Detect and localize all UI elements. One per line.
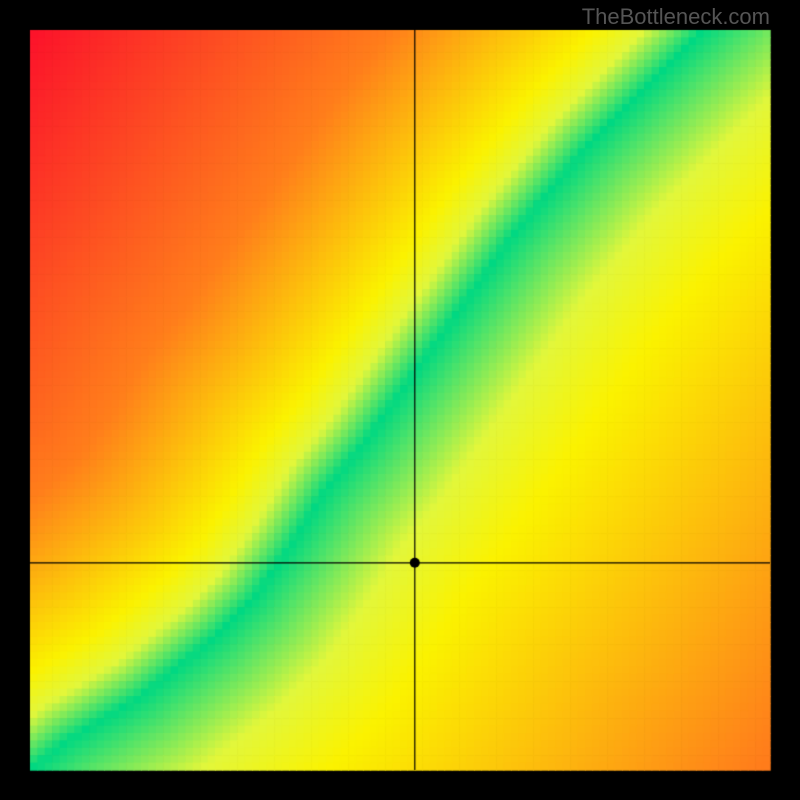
bottleneck-heatmap bbox=[0, 0, 800, 800]
watermark-text: TheBottleneck.com bbox=[582, 4, 770, 30]
chart-container: TheBottleneck.com bbox=[0, 0, 800, 800]
